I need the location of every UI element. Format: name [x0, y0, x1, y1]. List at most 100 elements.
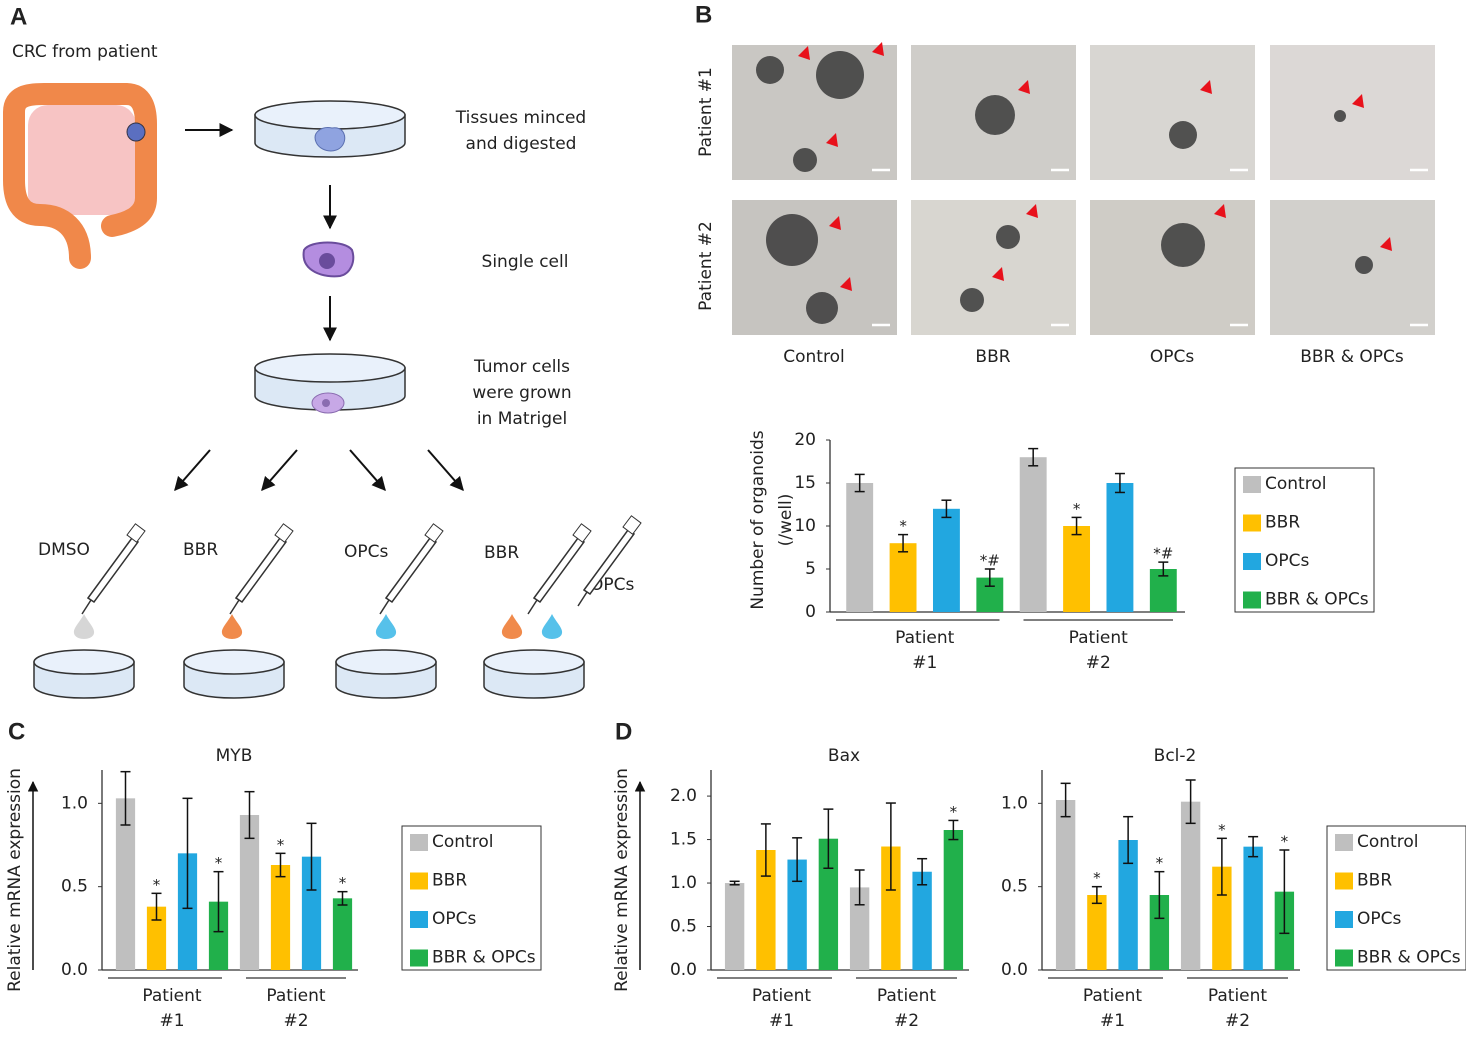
x-tick-label: Patient #2	[1069, 628, 1129, 673]
flow-arrows	[174, 123, 464, 492]
bar	[889, 543, 917, 612]
bar	[1149, 895, 1170, 970]
legend-label: OPCs	[432, 909, 477, 929]
bar	[881, 846, 901, 970]
x-tick-label: Patient #2	[1208, 986, 1268, 1031]
micrograph	[1090, 200, 1255, 335]
y-tick-label: 0.5	[61, 877, 88, 897]
pipette-top	[622, 515, 642, 535]
y-axis-label: Relative mRNA expression	[5, 768, 25, 992]
dish-top	[254, 353, 406, 383]
y-tick-label: 0.5	[670, 917, 697, 937]
pipette-top	[274, 523, 294, 543]
y-tick-label: 1.5	[670, 830, 697, 850]
red-arrowhead	[1200, 80, 1212, 94]
bar	[1212, 866, 1232, 970]
x-tick-label: Patient #1	[1083, 986, 1143, 1031]
legend-swatch	[410, 949, 428, 967]
y-tick-label: 0.0	[61, 960, 88, 980]
bar	[208, 901, 229, 970]
red-arrowhead	[1018, 80, 1030, 94]
pipette-tip	[379, 599, 390, 615]
red-arrowhead	[992, 267, 1004, 281]
pipette	[384, 536, 438, 604]
red-arrowhead	[1214, 204, 1226, 218]
legend-label: BBR & OPCs	[1357, 948, 1461, 968]
treatment-label: BBR	[484, 543, 519, 563]
y-tick-label: 10	[794, 516, 816, 536]
bar	[1019, 457, 1047, 612]
bar	[912, 871, 932, 970]
panel-label: D	[615, 718, 632, 745]
organoid	[1161, 223, 1205, 267]
y-tick-label: 15	[794, 473, 816, 493]
red-arrowhead	[798, 46, 810, 60]
red-arrowhead	[840, 277, 852, 291]
bar	[1243, 846, 1263, 970]
red-arrowhead	[1026, 204, 1038, 218]
legend-swatch	[1243, 553, 1261, 570]
column-label: OPCs	[1150, 347, 1195, 367]
y-tick-label: 1.0	[1001, 793, 1028, 813]
pipette-top	[572, 523, 592, 543]
panel-label: B	[695, 1, 712, 28]
tissue	[314, 127, 346, 152]
red-arrowhead	[829, 216, 841, 230]
x-tick-label: Patient #1	[142, 986, 202, 1031]
legend-swatch	[1243, 591, 1261, 609]
legend-swatch	[1243, 476, 1261, 493]
bar	[177, 853, 198, 970]
droplet	[501, 614, 523, 639]
legend-swatch	[410, 872, 428, 890]
chart-title: MYB	[216, 746, 253, 766]
x-tick-label: Patient #2	[877, 986, 937, 1031]
organoid	[756, 56, 784, 84]
panel-label: A	[10, 3, 27, 30]
step-label: were grown	[472, 383, 571, 403]
organoid	[996, 225, 1020, 249]
droplet	[73, 614, 95, 639]
significance-mark: *	[277, 836, 285, 854]
legend-label: OPCs	[1265, 551, 1310, 571]
micrograph	[1090, 45, 1255, 180]
significance-mark: *	[899, 517, 907, 535]
y-tick-label: 0.0	[1001, 960, 1028, 980]
dish-top	[483, 649, 585, 675]
bar	[1063, 526, 1091, 612]
legend-swatch	[1335, 949, 1353, 967]
organoid	[1169, 121, 1197, 149]
significance-mark: *	[1093, 869, 1101, 887]
organoid	[1355, 256, 1373, 274]
legend-swatch	[410, 834, 428, 851]
bar	[818, 838, 839, 970]
significance-mark: *	[1156, 854, 1164, 872]
bar	[146, 906, 167, 970]
bar	[301, 856, 322, 970]
significance-mark: *	[215, 854, 223, 872]
treatment-label: DMSO	[38, 540, 90, 560]
y-tick-label: 5	[805, 559, 816, 579]
panel-label: C	[8, 718, 25, 745]
legend-label: Control	[432, 832, 493, 852]
droplet	[221, 614, 243, 639]
legend-label: BBR & OPCs	[432, 948, 536, 968]
pipette-tip	[527, 599, 538, 615]
y-tick-label: 0.0	[670, 960, 697, 980]
significance-mark: *	[1281, 833, 1289, 851]
row-label: Patient #1	[696, 67, 716, 157]
pipette-tip	[229, 599, 240, 615]
dish-top	[335, 649, 437, 675]
droplet	[375, 614, 397, 639]
chart-title: Bcl-2	[1154, 746, 1197, 766]
pipette-top	[424, 523, 444, 543]
organoid	[766, 214, 818, 266]
red-arrowhead	[872, 42, 884, 56]
bar	[1087, 895, 1107, 970]
significance-mark: *	[950, 803, 958, 821]
column-label: BBR & OPCs	[1300, 347, 1404, 367]
step-label: Single cell	[482, 252, 569, 272]
treatment-label: BBR	[183, 540, 218, 560]
red-arrowhead	[1352, 94, 1364, 108]
step-label: in Matrigel	[477, 409, 567, 429]
bar	[756, 850, 776, 970]
